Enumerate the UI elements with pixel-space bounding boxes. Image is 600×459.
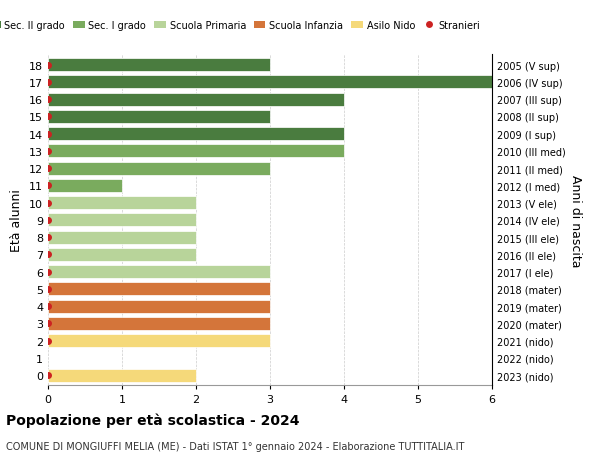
Y-axis label: Età alunni: Età alunni [10, 189, 23, 252]
Bar [48, 334, 270, 347]
Bar [48, 76, 492, 89]
Bar [48, 265, 270, 279]
Bar [48, 196, 196, 210]
Bar [48, 248, 196, 261]
Bar [48, 162, 270, 175]
Bar [48, 300, 270, 313]
Bar [48, 317, 270, 330]
Y-axis label: Anni di nascita: Anni di nascita [569, 174, 582, 267]
Bar [48, 145, 344, 158]
Bar [48, 93, 344, 106]
Bar [48, 369, 196, 382]
Bar [48, 59, 270, 72]
Text: COMUNE DI MONGIUFFI MELIA (ME) - Dati ISTAT 1° gennaio 2024 - Elaborazione TUTTI: COMUNE DI MONGIUFFI MELIA (ME) - Dati IS… [6, 441, 464, 451]
Bar [48, 111, 270, 123]
Bar [48, 179, 122, 192]
Legend: Sec. II grado, Sec. I grado, Scuola Primaria, Scuola Infanzia, Asilo Nido, Stran: Sec. II grado, Sec. I grado, Scuola Prim… [0, 17, 484, 35]
Bar [48, 231, 196, 244]
Bar [48, 128, 344, 141]
Bar [48, 283, 270, 296]
Text: Popolazione per età scolastica - 2024: Popolazione per età scolastica - 2024 [6, 413, 299, 428]
Bar [48, 214, 196, 227]
